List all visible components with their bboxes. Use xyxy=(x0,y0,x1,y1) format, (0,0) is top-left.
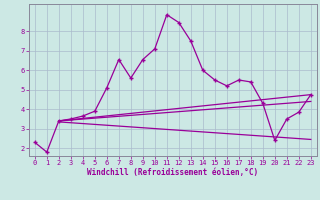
X-axis label: Windchill (Refroidissement éolien,°C): Windchill (Refroidissement éolien,°C) xyxy=(87,168,258,177)
